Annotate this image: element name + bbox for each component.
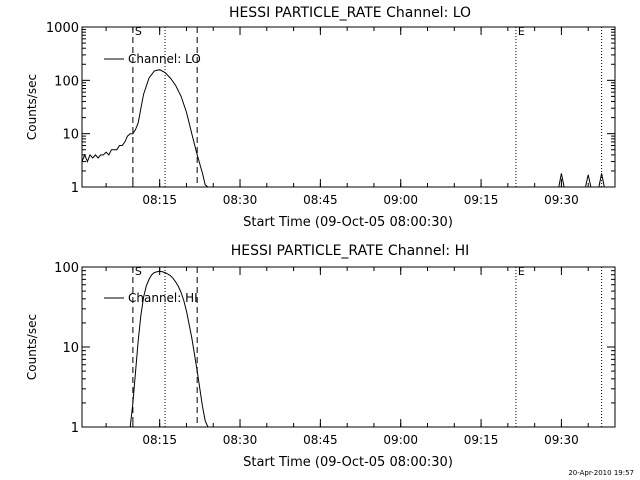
chart-panel-lo: HESSI PARTICLE_RATE Channel: LO Counts/s… (25, 5, 616, 230)
x-tick-label: 09:30 (544, 433, 579, 447)
x-tick-label: 08:45 (303, 433, 338, 447)
marker-label: E (518, 25, 525, 38)
x-axis-label: Start Time (09-Oct-05 08:00:30) (243, 455, 453, 470)
x-tick-label: 08:30 (223, 433, 258, 447)
marker-label: S (135, 265, 142, 278)
y-tick-label: 100 (54, 74, 79, 89)
series-line (129, 270, 209, 428)
series-layer (81, 69, 605, 188)
x-tick-label: 09:15 (464, 433, 499, 447)
x-tick-label: 08:15 (142, 433, 177, 447)
y-tick-label: 1000 (46, 21, 79, 36)
y-tick-label: 1 (71, 421, 79, 436)
chart-title: HESSI PARTICLE_RATE Channel: HI (231, 243, 469, 259)
chart-title: HESSI PARTICLE_RATE Channel: LO (229, 5, 471, 21)
x-tick-label: 08:15 (142, 193, 177, 207)
y-tick-label: 100 (54, 261, 79, 276)
legend: Channel: HI (104, 291, 198, 305)
y-tick-label: 1 (71, 181, 79, 196)
y-tick-label: 10 (62, 341, 79, 356)
x-tick-label: 09:30 (544, 193, 579, 207)
y-axis-label: Counts/sec (25, 74, 39, 140)
y-axis-label: Counts/sec (25, 314, 39, 380)
plot-timestamp: 20-Apr-2010 19:57 (568, 469, 634, 477)
series-line (81, 69, 605, 188)
legend-label: Channel: LO (128, 52, 201, 66)
x-tick-label: 08:45 (303, 193, 338, 207)
x-tick-label: 09:15 (464, 193, 499, 207)
marker-label: S (135, 25, 142, 38)
chart-panel-hi: HESSI PARTICLE_RATE Channel: HI Counts/s… (25, 243, 616, 470)
legend: Channel: LO (104, 52, 201, 66)
series-layer (129, 270, 209, 428)
axis-ticks: 08:15 08:30 08:45 09:00 09:15 09:30 1 10 100 (54, 261, 616, 447)
x-tick-label: 09:00 (383, 193, 418, 207)
x-axis-label: Start Time (09-Oct-05 08:00:30) (243, 215, 453, 230)
x-tick-label: 09:00 (383, 433, 418, 447)
legend-label: Channel: HI (128, 291, 198, 305)
y-tick-label: 10 (62, 128, 79, 143)
marker-label: E (518, 265, 525, 278)
x-tick-label: 08:30 (223, 193, 258, 207)
plot-frame (81, 26, 616, 188)
axis-ticks: 08:15 08:30 08:45 09:00 09:15 09:30 1 10 100 1000 (46, 21, 616, 207)
